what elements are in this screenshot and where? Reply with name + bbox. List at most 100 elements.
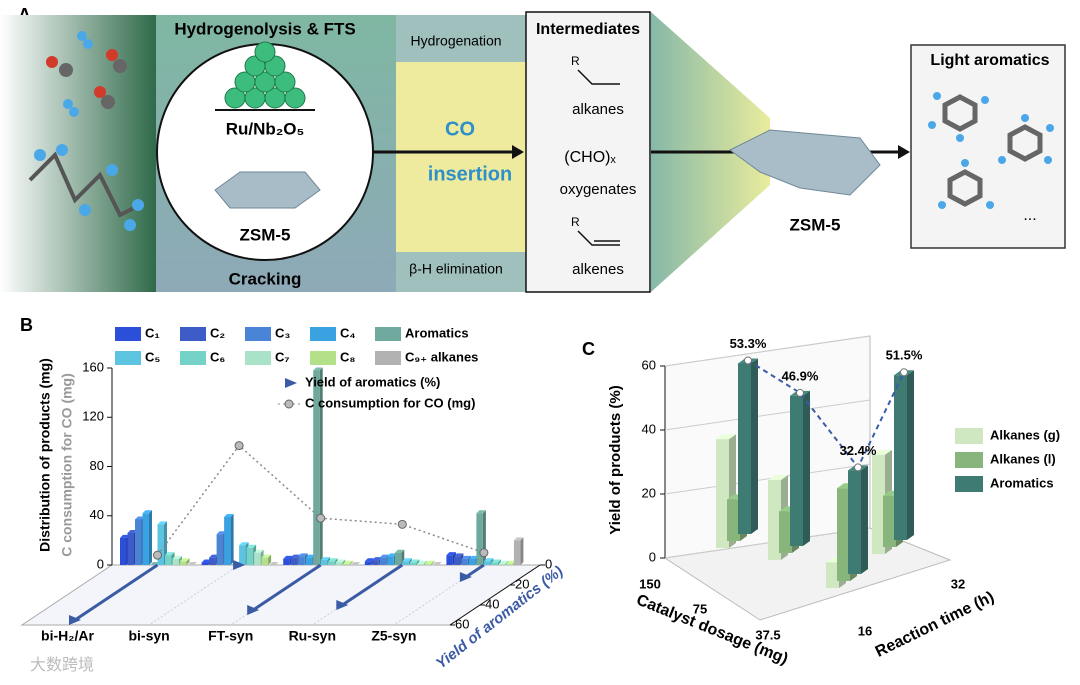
bar-top: [364, 558, 375, 562]
bar: [894, 375, 907, 540]
path-label: insertion: [428, 163, 512, 185]
bar-top: [768, 475, 788, 480]
bar: [290, 557, 298, 565]
bar: [483, 561, 491, 565]
bar-top: [135, 516, 145, 520]
bond: [577, 230, 620, 246]
bar: [142, 513, 149, 565]
bar-top: [269, 562, 279, 565]
bar-top: [417, 560, 427, 564]
grid-line: [664, 399, 871, 431]
bar-top: [506, 560, 516, 564]
legend-swatch: [955, 476, 983, 492]
bar-side: [490, 558, 494, 565]
legend-label: C₆: [210, 349, 225, 364]
bar-top: [350, 562, 361, 565]
bar-top: [239, 542, 249, 546]
bar: [209, 557, 216, 565]
bar-side: [751, 358, 758, 534]
bar-top: [432, 562, 442, 565]
bar-side: [861, 465, 868, 574]
grid-line: [664, 335, 871, 367]
bar-top: [254, 549, 264, 553]
bar: [216, 534, 224, 565]
bar: [157, 524, 164, 565]
bar: [387, 556, 394, 565]
legend-swatch: [180, 351, 206, 365]
legend-swatch: [310, 327, 336, 341]
x-tick-label: 37.5: [755, 627, 780, 642]
bar-top: [372, 557, 382, 561]
panel-a: A Hydrogenolysis & FTS Ru/Nb₂O₅ ZSM-5 Cr…: [0, 5, 1066, 293]
legend-label: Alkanes (g): [990, 427, 1060, 442]
bar: [883, 495, 896, 547]
bar-side: [230, 513, 234, 565]
bar-top: [313, 367, 323, 371]
bar-top: [142, 510, 152, 514]
arrow-head: [512, 145, 524, 159]
y-tick-label: 20: [642, 485, 656, 500]
grid-line: [664, 463, 871, 495]
co-marker: [234, 441, 244, 451]
legend-swatch: [310, 351, 336, 365]
legend-swatch: [955, 452, 983, 468]
yield-marker: [336, 600, 349, 610]
legend-swatch: [115, 351, 141, 365]
bar-side: [505, 560, 509, 565]
bar-top: [150, 562, 160, 565]
bar-top: [290, 554, 301, 558]
bar: [491, 562, 498, 565]
bar: [335, 562, 343, 565]
bar: [402, 561, 409, 565]
bar: [779, 511, 792, 553]
bar: [513, 540, 521, 565]
bar: [224, 516, 231, 565]
bar-side: [423, 560, 427, 565]
bar: [283, 558, 290, 565]
legend-label: C₂: [210, 325, 225, 340]
legend-marker: [285, 378, 297, 388]
trend-marker: [744, 356, 752, 365]
bar-top: [187, 562, 197, 565]
legend-swatch: [245, 351, 271, 365]
bar: [239, 545, 246, 565]
bar: [424, 563, 432, 565]
bar: [461, 558, 468, 565]
co-marker: [397, 519, 407, 529]
path-label: Hydrogenation: [410, 33, 501, 49]
y-tick-label: 40: [90, 507, 104, 522]
legend-label: C₄: [340, 325, 356, 340]
panel-label: C: [582, 339, 595, 359]
bar: [826, 562, 839, 588]
co-marker: [153, 550, 162, 560]
molecules: [28, 31, 144, 231]
box-title: Light aromatics: [930, 52, 1049, 69]
bar-top: [165, 552, 175, 556]
bar-top: [283, 555, 293, 559]
bar-top: [379, 554, 390, 558]
watermark: 大数跨境: [30, 655, 94, 674]
z-axis-title: Reaction time (h): [873, 589, 997, 661]
bar-top: [328, 558, 338, 562]
path-label: CO: [445, 118, 475, 140]
bar-top: [216, 531, 227, 535]
bar: [254, 552, 261, 565]
bond: [577, 69, 620, 85]
bar-side: [186, 558, 190, 565]
bar: [180, 561, 187, 565]
bar-side: [334, 558, 338, 565]
bar: [453, 556, 461, 565]
bar: [172, 558, 179, 565]
bar: [417, 563, 424, 565]
bar-top: [402, 558, 412, 562]
bar-top: [483, 558, 494, 562]
bar: [120, 537, 127, 565]
bar: [127, 532, 134, 565]
intermediate: alkanes: [572, 101, 624, 118]
legend-swatch: [375, 327, 401, 341]
bar-top: [424, 560, 435, 564]
panel-label: B: [20, 315, 33, 335]
bar-top: [261, 554, 272, 558]
bar: [727, 499, 740, 541]
bar-top: [453, 553, 464, 557]
